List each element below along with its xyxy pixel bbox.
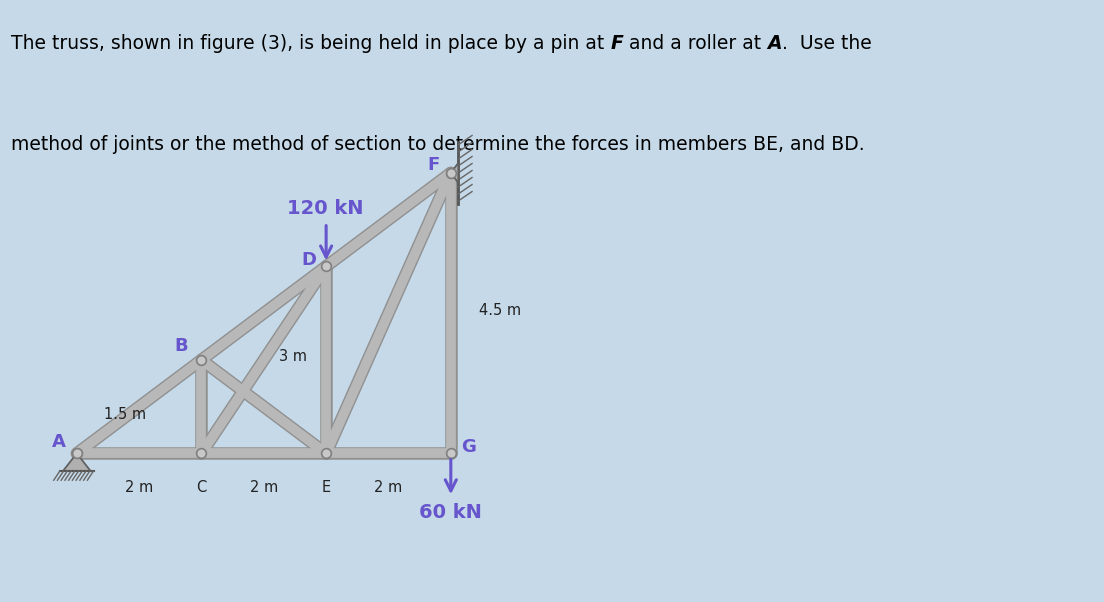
Text: E: E (321, 480, 331, 495)
Text: A: A (767, 34, 782, 53)
Text: B: B (174, 337, 189, 355)
Text: method of joints or the method of section to determine the forces in members BE,: method of joints or the method of sectio… (11, 135, 864, 154)
Text: D: D (301, 251, 316, 269)
Text: .  Use the: . Use the (782, 34, 871, 53)
Text: 3 m: 3 m (279, 349, 307, 364)
Text: 120 kN: 120 kN (287, 199, 364, 219)
Text: and a roller at: and a roller at (623, 34, 767, 53)
Text: 2 m: 2 m (125, 480, 153, 495)
Text: 1.5 m: 1.5 m (104, 408, 147, 422)
Text: F: F (611, 34, 623, 53)
Text: C: C (197, 480, 206, 495)
Text: 60 kN: 60 kN (420, 503, 482, 523)
Text: 4.5 m: 4.5 m (479, 303, 521, 317)
Text: F: F (427, 157, 439, 175)
Text: 2 m: 2 m (374, 480, 403, 495)
Text: The truss, shown in figure (3), is being held in place by a pin at: The truss, shown in figure (3), is being… (11, 34, 611, 53)
Polygon shape (450, 163, 458, 183)
Text: A: A (52, 433, 66, 451)
Polygon shape (63, 453, 91, 471)
Text: G: G (460, 438, 476, 456)
Text: 2 m: 2 m (250, 480, 278, 495)
